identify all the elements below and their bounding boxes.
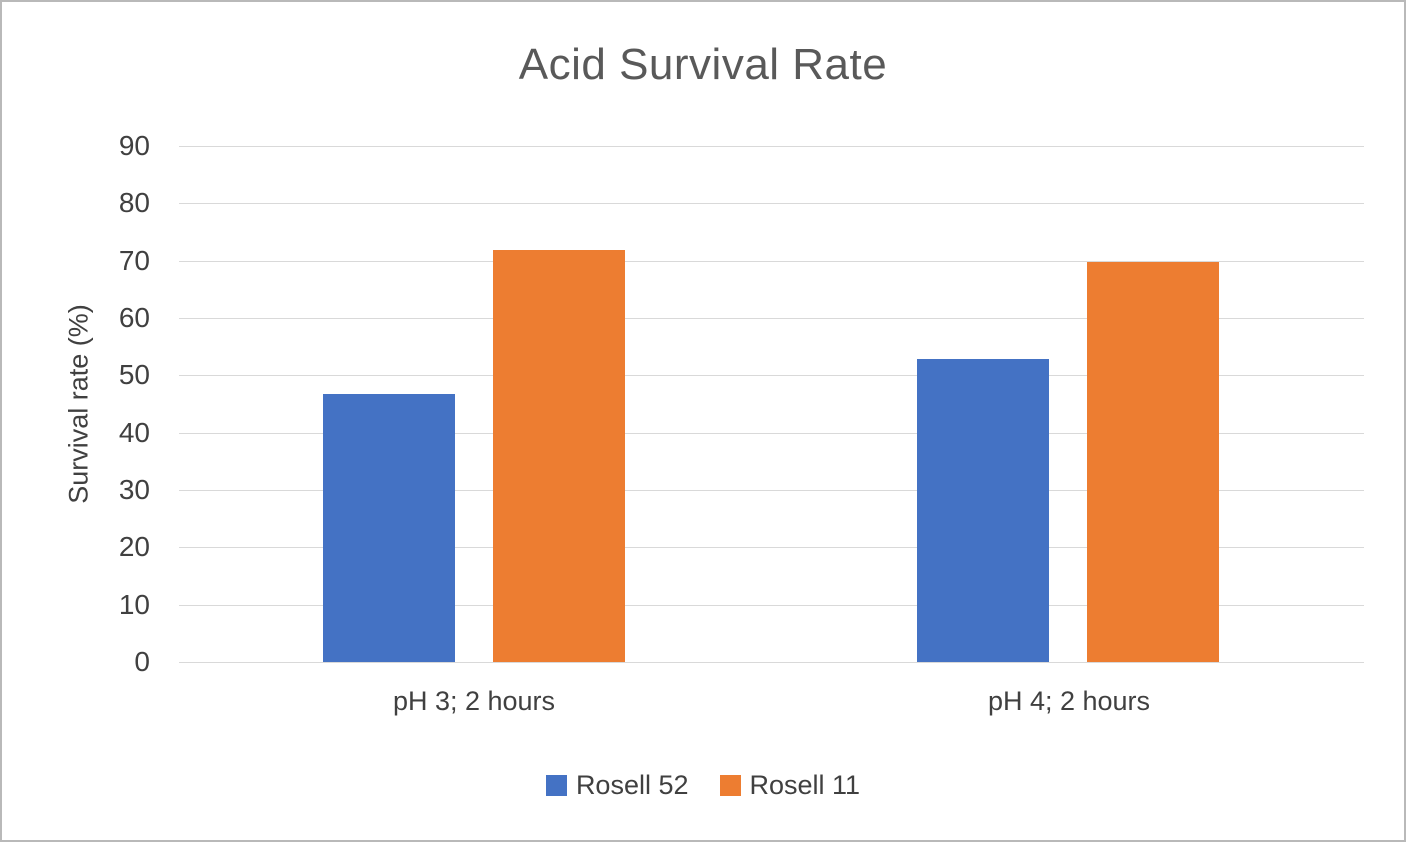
y-tick-label: 0 (134, 646, 150, 677)
gridline (179, 375, 1364, 377)
legend-swatch-rosell-52 (545, 775, 567, 796)
y-tick-label: 10 (118, 588, 150, 620)
bar-rosell-11-group2 (1087, 262, 1219, 662)
gridline (179, 203, 1364, 205)
legend-label-rosell-52: Rosell 52 (575, 770, 689, 800)
y-tick-label: 70 (118, 244, 150, 276)
bar-rosell-52-group1 (323, 394, 455, 662)
gridline (179, 604, 1364, 606)
y-tick-label: 50 (118, 359, 150, 391)
x-category-label-ph3: pH 3; 2 hours (392, 686, 556, 716)
y-tick-label: 90 (118, 130, 150, 161)
y-tick-label: 20 (118, 531, 150, 563)
x-category-label-ph4: pH 4; 2 hours (987, 686, 1151, 716)
legend-label-rosell-11: Rosell 11 (749, 770, 861, 800)
legend-swatch-rosell-11 (719, 775, 741, 796)
y-tick-label: 40 (118, 416, 150, 448)
y-tick-label: 60 (118, 302, 150, 333)
gridline (179, 662, 1364, 663)
gridline (179, 260, 1364, 262)
legend: Rosell 52 Rosell 11 (2, 770, 1404, 801)
chart-title: Acid Survival Rate (518, 40, 888, 89)
y-tick-label: 30 (118, 474, 150, 505)
gridline (179, 547, 1364, 549)
gridline (179, 318, 1364, 319)
gridline (179, 490, 1364, 491)
plot-area (179, 146, 1364, 663)
gridline (179, 146, 1364, 147)
bar-rosell-52-group2 (917, 359, 1049, 662)
legend-item-rosell-11: Rosell 11 (719, 770, 861, 801)
y-tick-label: 80 (118, 187, 150, 219)
gridline (179, 432, 1364, 434)
bar-rosell-11-group1 (493, 250, 625, 662)
y-axis-tick-labels: 0 10 20 30 40 50 60 70 80 90 (2, 2, 150, 840)
legend-item-rosell-52: Rosell 52 (545, 770, 689, 801)
